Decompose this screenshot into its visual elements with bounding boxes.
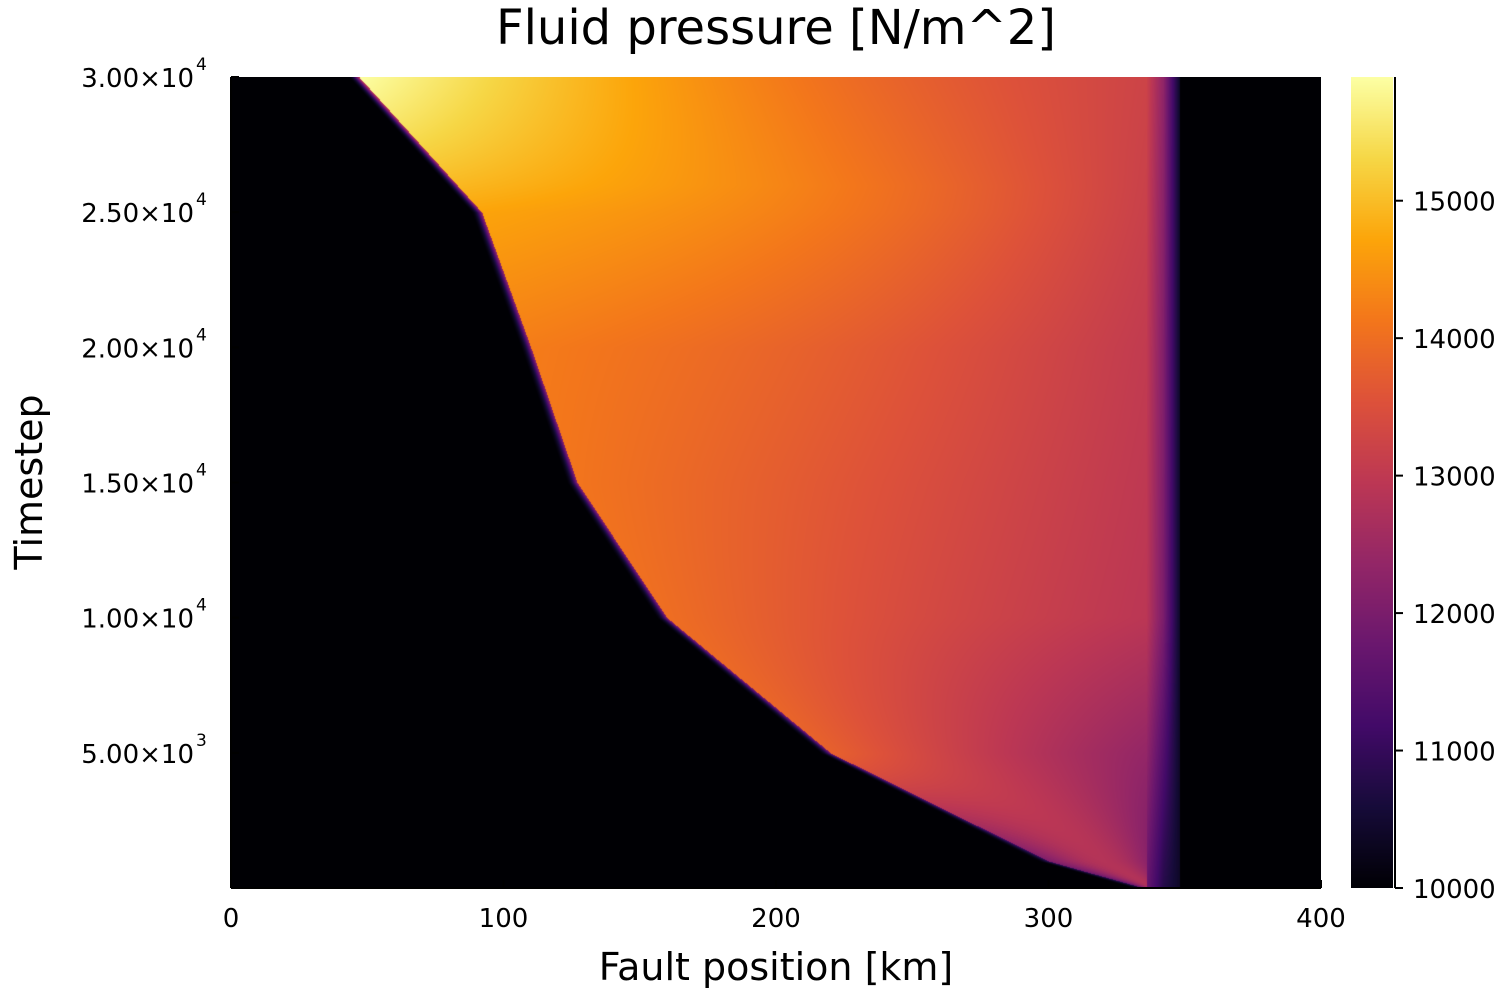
y-tick-exponent: 4 xyxy=(196,596,207,616)
x-tick-label: 0 xyxy=(223,904,240,934)
colorbar-tick-label: 10000 xyxy=(1413,875,1496,905)
colorbar-tick-label: 14000 xyxy=(1413,325,1496,355)
y-tick-label: 2.50×10 xyxy=(81,199,194,229)
x-tick-label: 400 xyxy=(1296,904,1346,934)
x-tick-label: 200 xyxy=(751,904,801,934)
colorbar-ticks: 10000 11000 12000 13000 14000 15000 xyxy=(1395,188,1496,905)
colorbar-tick-label: 15000 xyxy=(1413,188,1496,218)
colorbar-tick-label: 13000 xyxy=(1413,463,1496,493)
heatmap-cells xyxy=(231,77,1321,888)
y-tick-label: 1.50×10 xyxy=(81,470,194,500)
y-tick-label: 5.00×10 xyxy=(81,740,194,770)
y-tick-exponent: 4 xyxy=(196,461,207,481)
y-tick-label: 1.00×10 xyxy=(81,605,194,635)
y-tick-exponent: 4 xyxy=(196,55,207,75)
colorbar-gradient xyxy=(1351,77,1393,888)
y-axis-ticks: 5.00×10 31.00×10 41.50×10 42.00×10 42.50×10 4… xyxy=(81,55,239,770)
x-tick-label: 100 xyxy=(479,904,529,934)
colorbar-tick-label: 12000 xyxy=(1413,600,1496,630)
x-axis-label: Fault position [km] xyxy=(599,945,954,989)
x-tick-label: 300 xyxy=(1024,904,1074,934)
y-tick-exponent: 3 xyxy=(196,731,207,751)
colorbar-tick-label: 11000 xyxy=(1413,738,1496,768)
y-axis-label: Timestep xyxy=(7,394,51,570)
colorbar: 10000 11000 12000 13000 14000 15000 xyxy=(1351,77,1496,905)
y-tick-exponent: 4 xyxy=(196,325,207,345)
y-tick-label: 2.00×10 xyxy=(81,334,194,364)
x-axis-ticks: 0 100 200 300 400 xyxy=(223,880,1346,934)
y-tick-label: 3.00×10 xyxy=(81,64,194,94)
plot-area xyxy=(231,77,1321,888)
chart-title: Fluid pressure [N/m^2] xyxy=(496,0,1056,56)
y-tick-exponent: 4 xyxy=(196,190,207,210)
